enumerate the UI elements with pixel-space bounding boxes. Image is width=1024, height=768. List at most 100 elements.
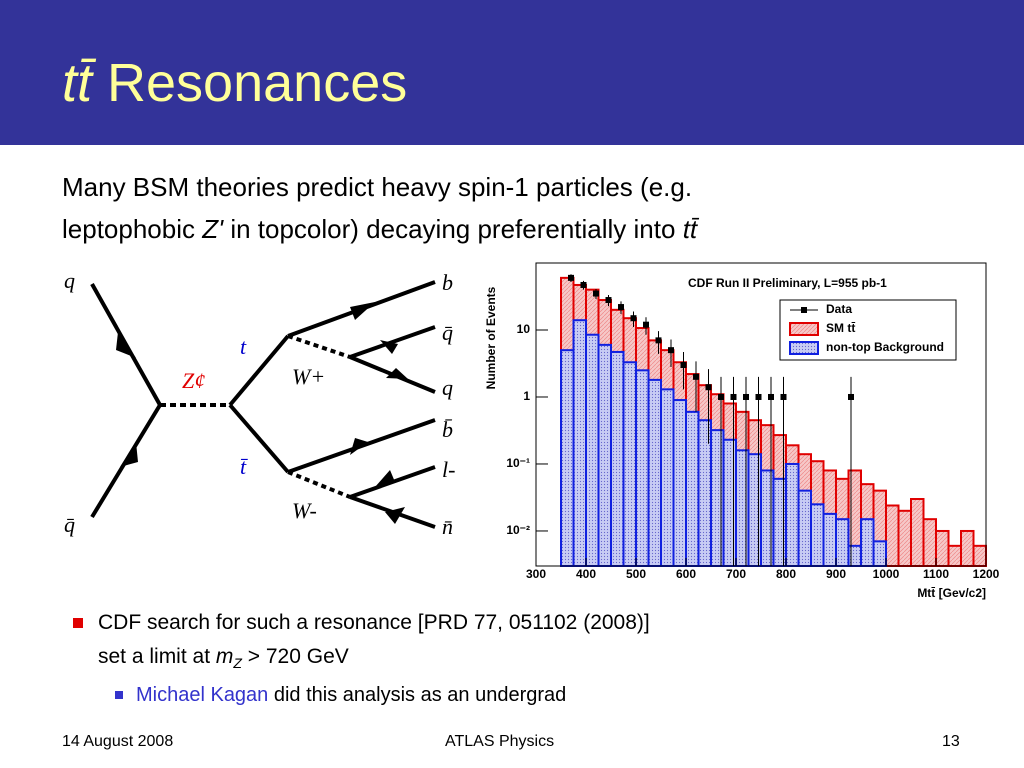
bar bbox=[622, 361, 637, 568]
bar bbox=[747, 453, 762, 568]
bar bbox=[760, 469, 775, 567]
bar bbox=[697, 419, 712, 568]
x-tick-label: 300 bbox=[526, 567, 546, 581]
axes-box bbox=[535, 262, 987, 567]
label: W+ bbox=[292, 364, 325, 389]
data-point bbox=[668, 347, 674, 354]
bar bbox=[797, 489, 812, 567]
legend-key bbox=[801, 307, 807, 313]
y-tick-label: 10 bbox=[517, 322, 531, 336]
x-axis-label: Mtt̄ [Gev/c2] bbox=[917, 586, 986, 600]
x-tick-label: 800 bbox=[776, 567, 796, 581]
bar bbox=[610, 350, 625, 567]
data-point bbox=[618, 304, 624, 311]
title-symbol: tt̄ bbox=[62, 53, 93, 113]
bar bbox=[785, 462, 800, 567]
legend-label: SM tt̄ bbox=[826, 321, 855, 335]
bar bbox=[835, 518, 850, 567]
data-point bbox=[743, 393, 749, 400]
x-tick-label: 1100 bbox=[923, 567, 949, 581]
y-tick-label: 10⁻¹ bbox=[506, 456, 530, 470]
bar bbox=[810, 503, 825, 567]
title: tt̄ Resonances bbox=[62, 52, 407, 114]
label: Z¢ bbox=[182, 368, 205, 393]
data-point bbox=[768, 393, 774, 400]
text: set a limit at bbox=[98, 645, 216, 668]
bar bbox=[885, 504, 900, 568]
bar bbox=[847, 544, 862, 568]
y-axis-label: Number of Events bbox=[484, 286, 498, 389]
data-point bbox=[693, 373, 699, 380]
data-point bbox=[643, 321, 649, 328]
bar bbox=[872, 540, 887, 567]
bar bbox=[947, 544, 962, 568]
x-tick-label: 1200 bbox=[973, 567, 1000, 581]
bar bbox=[972, 544, 987, 568]
bullet-text: set a limit at mZ > 720 GeV bbox=[98, 645, 349, 671]
label: q bbox=[442, 375, 453, 400]
legend-label: Data bbox=[826, 302, 852, 316]
y-tick-label: 1 bbox=[523, 389, 530, 403]
data-point bbox=[680, 362, 687, 369]
x-tick-label: 1000 bbox=[873, 567, 900, 581]
data-point bbox=[655, 337, 662, 344]
intro-line: leptophobic Z' in topcolor) decaying pre… bbox=[62, 214, 697, 245]
sub-bullet bbox=[115, 691, 123, 699]
data-point bbox=[730, 393, 737, 400]
title-text: Resonances bbox=[107, 53, 408, 113]
data-point bbox=[755, 393, 762, 400]
name-link: Michael Kagan bbox=[136, 684, 269, 706]
bullet-text: CDF search for such a resonance [PRD 77,… bbox=[98, 611, 650, 634]
label: n̄ bbox=[442, 514, 453, 539]
text: > 720 GeV bbox=[241, 645, 349, 668]
bar bbox=[897, 509, 912, 568]
data-point bbox=[780, 393, 787, 400]
header-band bbox=[0, 0, 1024, 145]
legend-key bbox=[789, 322, 819, 336]
label: q bbox=[64, 268, 75, 293]
y-tick-label: 10⁻² bbox=[506, 523, 530, 537]
bar bbox=[960, 529, 975, 568]
label: b bbox=[442, 270, 453, 295]
text: Z bbox=[233, 655, 242, 672]
bar bbox=[935, 529, 950, 568]
text: tt̄ bbox=[682, 214, 698, 244]
bar bbox=[672, 399, 687, 567]
label: q̄ bbox=[64, 512, 75, 537]
histogram-chart: 300 400 500 600 700 800 900 1000 1100 1200 10⁻² 10⁻… bbox=[484, 262, 1000, 601]
footer-center: ATLAS Physics bbox=[445, 733, 555, 750]
label: t̄ bbox=[240, 454, 248, 479]
intro-line: Many BSM theories predict heavy spin-1 p… bbox=[62, 172, 693, 202]
text: m bbox=[215, 645, 234, 668]
text: did this analysis as an undergrad bbox=[268, 684, 567, 706]
sub-bullet-text: Michael Kagan did this analysis as an un… bbox=[136, 684, 566, 707]
bar bbox=[660, 388, 675, 567]
chart-title: CDF Run II Preliminary, L=955 pb-1 bbox=[688, 276, 887, 290]
bar bbox=[860, 518, 875, 567]
text: leptophobic bbox=[62, 214, 203, 244]
bar bbox=[597, 343, 612, 567]
legend-key bbox=[789, 341, 819, 355]
label: q̄ bbox=[442, 320, 453, 345]
data-point bbox=[605, 297, 612, 304]
text: in topcolor) decaying preferentially int… bbox=[223, 214, 683, 244]
bar bbox=[635, 369, 650, 568]
data-point bbox=[705, 384, 712, 391]
bar bbox=[735, 449, 750, 568]
bar bbox=[572, 319, 587, 567]
bullet bbox=[73, 618, 83, 628]
bar bbox=[685, 410, 700, 567]
label: b̄ bbox=[442, 417, 453, 442]
bar bbox=[922, 518, 937, 567]
data-point bbox=[568, 274, 574, 281]
x-tick-label: 700 bbox=[726, 567, 746, 581]
data-point bbox=[630, 315, 637, 322]
legend-label: non-top Background bbox=[826, 340, 944, 354]
x-tick-label: 500 bbox=[626, 567, 646, 581]
x-tick-label: 400 bbox=[576, 567, 596, 581]
bar bbox=[647, 378, 662, 567]
data-point bbox=[848, 393, 854, 400]
footer-page: 13 bbox=[942, 733, 960, 750]
bar bbox=[822, 512, 837, 567]
